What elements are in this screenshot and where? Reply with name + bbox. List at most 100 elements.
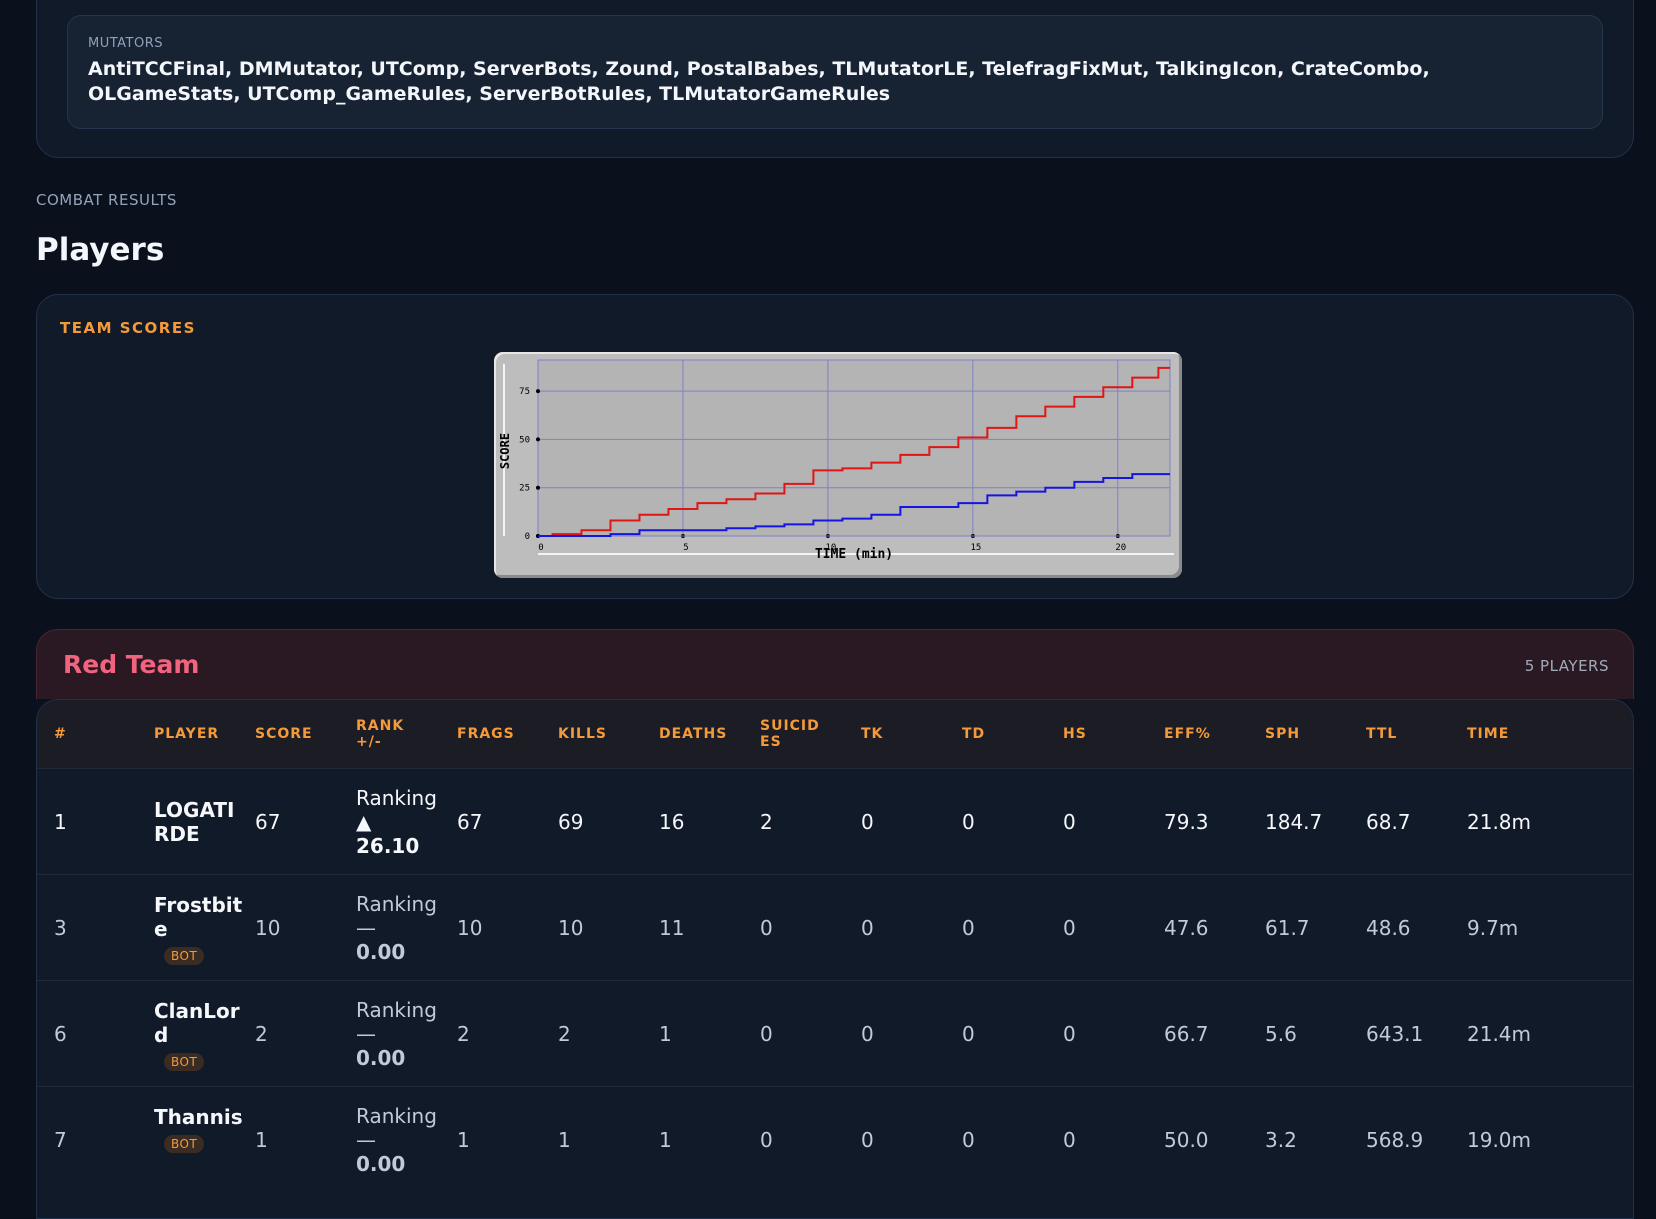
table-row[interactable]: 7 Thannis BOT 1 Ranking —0.00 1 1 1 0 0 0 0 50.0 3.2 5…	[37, 1086, 1633, 1192]
cell-suicides: 2	[760, 810, 773, 834]
cell-hs: 0	[1063, 1022, 1076, 1046]
player-name-text[interactable]: Thannis	[154, 1105, 243, 1129]
ranking-change-value: 0.00	[356, 940, 406, 964]
plot-area	[537, 359, 1171, 537]
cell-kills: 69	[558, 810, 584, 834]
cell-sph: 61.7	[1265, 916, 1310, 940]
cell-score: 10	[255, 916, 281, 940]
cell-td: 0	[962, 1022, 975, 1046]
cell-deaths: 1	[659, 1128, 672, 1152]
cell-frags: 1	[457, 1128, 470, 1152]
cell-sph: 5.6	[1265, 1022, 1297, 1046]
cell-kills: 1	[558, 1128, 571, 1152]
cell-sph: 3.2	[1265, 1128, 1297, 1152]
series-line-0	[538, 366, 1170, 537]
ranking-change: Ranking —0.00	[356, 998, 446, 1070]
cell-ttl: 68.7	[1366, 810, 1411, 834]
ranking-change-value: 26.10	[356, 834, 420, 858]
mutators-box: MUTATORS AntiTCCFinal, DMMutator, UTComp…	[67, 15, 1603, 129]
column-header-ttl[interactable]: TTL	[1366, 726, 1398, 742]
player-name-text[interactable]: LOGATIRDE	[154, 798, 235, 846]
column-header-frags[interactable]: FRAGS	[457, 726, 515, 742]
player-name: Frostbite BOT	[154, 893, 244, 965]
column-header-score[interactable]: SCORE	[255, 726, 313, 742]
table-header: # PLAYER SCORE RANK +/- FRAGS KILLS DEATHS SUIC…	[37, 700, 1633, 768]
x-tick-label: 15	[970, 543, 981, 553]
y-tick-label: 50	[519, 435, 530, 445]
column-header-rank[interactable]: RANK +/-	[356, 718, 405, 750]
mutators-list: AntiTCCFinal, DMMutator, UTComp, ServerB…	[88, 58, 1430, 105]
y-tick-label: 25	[519, 484, 530, 494]
cell-frags: 10	[457, 916, 483, 940]
team-scores-chart: 0 5 10 15 20 0 25 50 75 TIME (min) SCORE	[494, 352, 1182, 578]
column-header-hs[interactable]: HS	[1063, 726, 1087, 742]
red-team-header: Red Team 5 PLAYERS	[36, 629, 1634, 699]
ranking-change-label: Ranking —	[356, 892, 437, 940]
cell-ttl: 568.9	[1366, 1128, 1424, 1152]
y-tick-label: 75	[519, 387, 530, 397]
column-header-tk[interactable]: TK	[861, 726, 884, 742]
player-name-text[interactable]: ClanLord	[154, 999, 240, 1047]
player-name: Thannis BOT	[154, 1105, 244, 1153]
x-axis-label: TIME (min)	[815, 547, 893, 562]
column-header-player[interactable]: PLAYER	[154, 726, 220, 742]
cell-sph: 184.7	[1265, 810, 1323, 834]
x-tick-label: 20	[1115, 543, 1126, 553]
cell-suicides: 0	[760, 1128, 773, 1152]
ranking-change-value: 0.00	[356, 1046, 406, 1070]
mutators-label: MUTATORS	[88, 36, 164, 51]
y-tick-mark	[536, 485, 540, 490]
cell-hs: 0	[1063, 810, 1076, 834]
column-header-hash[interactable]: #	[54, 726, 67, 742]
cell-frags: 67	[457, 810, 483, 834]
cell-ttl: 48.6	[1366, 916, 1411, 940]
x-tick-label: 0	[538, 543, 543, 553]
bot-badge: BOT	[164, 1053, 205, 1071]
cell-eff: 47.6	[1164, 916, 1209, 940]
ranking-change-label: Ranking ▲	[356, 786, 437, 834]
cell-score: 1	[255, 1128, 268, 1152]
red-team-table: # PLAYER SCORE RANK +/- FRAGS KILLS DEATHS SUIC…	[36, 699, 1634, 1219]
column-header-suicides[interactable]: SUICIDES	[760, 718, 820, 750]
cell-td: 0	[962, 1128, 975, 1152]
section-label: COMBAT RESULTS	[36, 191, 177, 209]
cell-tk: 0	[861, 810, 874, 834]
y-tick-label: 0	[525, 532, 530, 542]
ranking-change: Ranking —0.00	[356, 892, 446, 964]
table-row[interactable]: 6 ClanLord BOT 2 Ranking —0.00 2 2 1 0 0 0 0 66.7 5.6…	[37, 980, 1633, 1086]
cell-tk: 0	[861, 916, 874, 940]
red-team-title: Red Team	[63, 650, 200, 679]
cell-time: 21.8m	[1467, 810, 1532, 834]
cell-time: 21.4m	[1467, 1022, 1532, 1046]
cell-suicides: 0	[760, 916, 773, 940]
cell-tk: 0	[861, 1128, 874, 1152]
table-row[interactable]: 1 LOGATIRDE 67 Ranking ▲ 26.10 67 69 16 2 0 0 0 79.3…	[37, 768, 1633, 874]
cell-hs: 0	[1063, 1128, 1076, 1152]
cell-deaths: 11	[659, 916, 685, 940]
column-header-eff[interactable]: EFF%	[1164, 726, 1211, 742]
player-name: LOGATIRDE	[154, 798, 244, 846]
y-tick-mark	[536, 437, 540, 442]
cell-deaths: 1	[659, 1022, 672, 1046]
column-header-time[interactable]: TIME	[1467, 726, 1510, 742]
player-name-text[interactable]: Frostbite	[154, 893, 243, 941]
x-tick-label: 5	[683, 543, 688, 553]
cell-kills: 10	[558, 916, 584, 940]
team-scores-card: TEAM SCORES 0 5 10 15 20 0 25 50 75 TIME (min) SCO…	[36, 294, 1634, 599]
cell-hs: 0	[1063, 916, 1076, 940]
cell-position: 1	[54, 810, 67, 834]
cell-td: 0	[962, 916, 975, 940]
cell-frags: 2	[457, 1022, 470, 1046]
cell-eff: 50.0	[1164, 1128, 1209, 1152]
cell-suicides: 0	[760, 1022, 773, 1046]
page-title: Players	[36, 232, 165, 268]
y-tick-mark	[536, 389, 540, 394]
cell-position: 3	[54, 916, 67, 940]
column-header-deaths[interactable]: DEATHS	[659, 726, 728, 742]
bot-badge: BOT	[164, 947, 205, 965]
column-header-kills[interactable]: KILLS	[558, 726, 607, 742]
cell-eff: 66.7	[1164, 1022, 1209, 1046]
column-header-td[interactable]: TD	[962, 726, 986, 742]
column-header-sph[interactable]: SPH	[1265, 726, 1301, 742]
table-row[interactable]: 3 Frostbite BOT 10 Ranking —0.00 10 10 11 0 0 0 0 47…	[37, 874, 1633, 980]
